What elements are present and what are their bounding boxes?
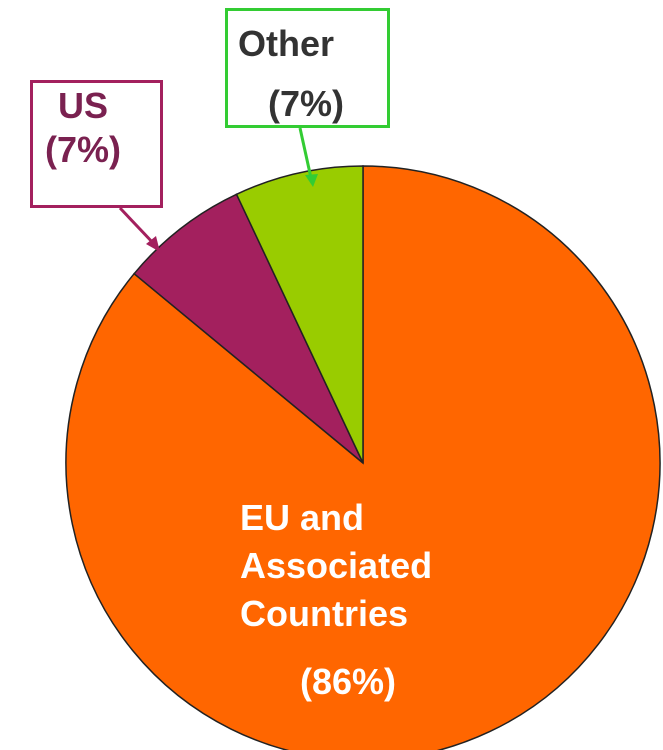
us-arrowhead [146,236,160,252]
pie-slice [235,165,364,464]
other-arrowhead [305,174,318,187]
other-leader [298,127,313,179]
us-value-label: (7%) [45,129,122,170]
pie-slice [133,193,364,464]
pie [65,165,661,750]
eu-value-label: (86%) [300,661,397,702]
other-label: Other [238,23,335,64]
other-label-box [225,8,390,128]
eu-label: EU and Associated Countries [240,497,433,634]
other-value-label: (7%) [268,83,345,124]
pie-slice [65,165,661,750]
us-label: US [58,85,109,126]
us-label-box [30,80,163,208]
us-leader [118,206,157,247]
